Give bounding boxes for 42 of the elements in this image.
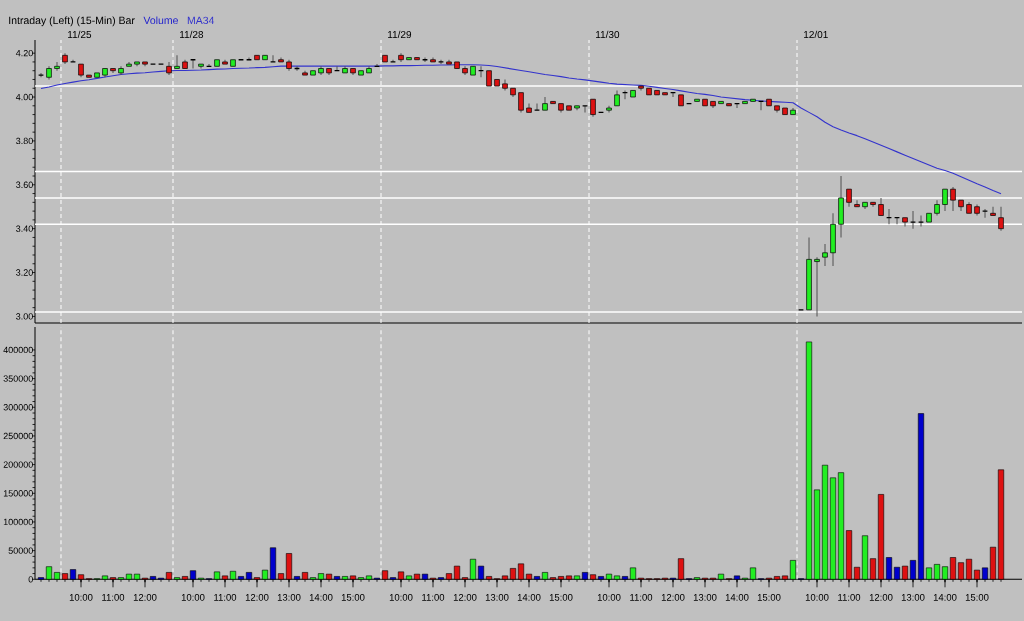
x-tick-label: 12:00 xyxy=(869,594,893,601)
x-tick-label: 12:00 xyxy=(133,594,157,601)
x-tick-label: 12:00 xyxy=(661,594,685,601)
x-tick-label: 12:00 xyxy=(245,594,269,601)
y-tick-label: 200000 xyxy=(3,461,33,468)
y-tick-label: 350000 xyxy=(3,375,33,382)
x-tick-label: 13:00 xyxy=(693,594,717,601)
x-tick-label: 11:00 xyxy=(102,594,125,601)
x-tick-label: 10:00 xyxy=(181,594,205,601)
x-tick-label: 15:00 xyxy=(341,594,365,601)
y-tick-label: 150000 xyxy=(3,490,33,497)
x-tick-label: 10:00 xyxy=(597,594,621,601)
x-tick-label: 14:00 xyxy=(517,594,541,601)
x-tick-label: 15:00 xyxy=(757,594,781,601)
x-tick-label: 11:00 xyxy=(214,594,237,601)
y-tick-label: 400000 xyxy=(3,346,33,354)
y-tick-label: 0 xyxy=(28,576,33,583)
x-tick-label: 14:00 xyxy=(309,594,333,601)
candlestick xyxy=(998,206,1004,232)
x-tick-label: 15:00 xyxy=(965,594,989,601)
x-tick-label: 11:00 xyxy=(630,594,653,601)
y-tick-label: 50000 xyxy=(8,547,33,554)
x-tick-label: 11:00 xyxy=(838,594,861,601)
x-tick-label: 12:00 xyxy=(453,594,477,601)
candlestick xyxy=(942,188,948,212)
x-tick-label: 14:00 xyxy=(933,594,957,601)
x-tick-label: 10:00 xyxy=(389,594,413,601)
y-tick-label: 100000 xyxy=(3,518,33,526)
x-tick-label: 13:00 xyxy=(277,594,301,601)
y-tick-label: 250000 xyxy=(3,432,33,440)
x-tick-label: 10:00 xyxy=(69,594,93,601)
y-tick-label: 300000 xyxy=(3,404,33,411)
x-tick-label: 15:00 xyxy=(549,594,573,601)
candlestick xyxy=(854,199,860,208)
x-tick-label: 10:00 xyxy=(805,594,829,601)
x-tick-label: 13:00 xyxy=(901,594,925,601)
candlestick xyxy=(950,186,956,212)
candlestick xyxy=(870,201,876,208)
x-tick-label: 11:00 xyxy=(422,594,445,601)
x-tick-label: 14:00 xyxy=(725,594,749,601)
x-tick-label: 13:00 xyxy=(485,594,509,601)
candlestick xyxy=(990,206,996,216)
